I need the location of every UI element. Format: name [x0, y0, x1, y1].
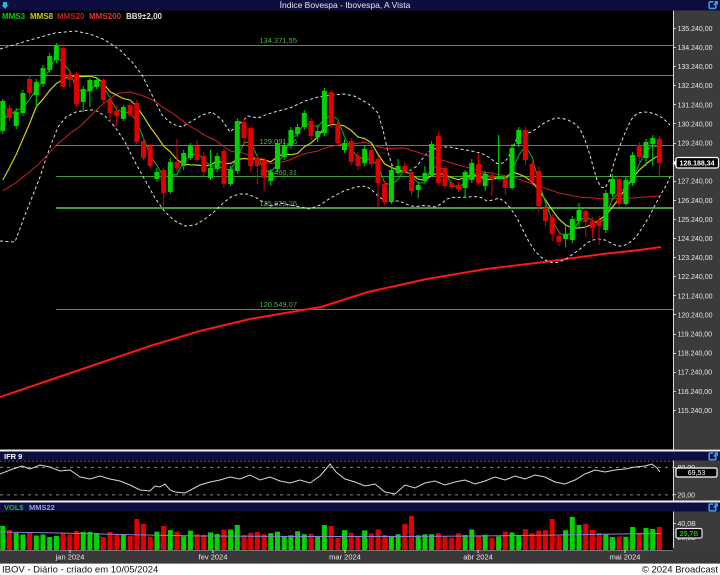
svg-text:129.091,36: 129.091,36 — [259, 137, 297, 146]
svg-text:MMS8: MMS8 — [30, 12, 54, 21]
svg-text:Índice Bovespa - Ibovespa, A V: Índice Bovespa - Ibovespa, A Vista — [280, 0, 411, 10]
svg-text:MMS200: MMS200 — [89, 12, 122, 21]
svg-text:69,53: 69,53 — [688, 470, 706, 477]
svg-text:mai 2024: mai 2024 — [610, 553, 641, 562]
svg-text:jan 2024: jan 2024 — [55, 553, 85, 562]
svg-text:126.240,00: 126.240,00 — [678, 198, 713, 205]
svg-text:128.188,34: 128.188,34 — [679, 161, 714, 168]
svg-text:abr 2024: abr 2024 — [463, 553, 493, 562]
svg-text:125.829,26: 125.829,26 — [259, 199, 297, 208]
svg-text:BB9±2,00: BB9±2,00 — [126, 12, 163, 21]
svg-text:119.240,00: 119.240,00 — [678, 332, 713, 339]
svg-text:134.371,55: 134.371,55 — [259, 36, 297, 45]
svg-text:25,7B: 25,7B — [680, 531, 699, 538]
svg-text:40,0B: 40,0B — [678, 521, 697, 528]
svg-text:132.240,00: 132.240,00 — [678, 83, 713, 90]
svg-text:© 2024 Broadcast: © 2024 Broadcast — [642, 565, 719, 575]
svg-text:fev 2024: fev 2024 — [199, 553, 228, 562]
svg-text:135.240,00: 135.240,00 — [678, 26, 713, 33]
svg-text:130.240,00: 130.240,00 — [678, 121, 713, 128]
svg-text:134.240,00: 134.240,00 — [678, 45, 713, 52]
svg-text:125.240,00: 125.240,00 — [678, 217, 713, 224]
svg-text:20,00: 20,00 — [678, 493, 696, 500]
svg-text:127.240,00: 127.240,00 — [678, 179, 713, 186]
svg-text:120.549,07: 120.549,07 — [259, 300, 297, 309]
svg-text:122.240,00: 122.240,00 — [678, 274, 713, 281]
svg-text:117.240,00: 117.240,00 — [678, 370, 713, 377]
svg-text:IBOV - Diário - criado em 10/0: IBOV - Diário - criado em 10/05/2024 — [2, 565, 158, 575]
svg-text:124.240,00: 124.240,00 — [678, 236, 713, 243]
svg-text:VOL$: VOL$ — [4, 503, 24, 512]
svg-text:129.240,00: 129.240,00 — [678, 141, 713, 148]
svg-text:MMS3: MMS3 — [2, 12, 26, 21]
svg-text:116.240,00: 116.240,00 — [678, 389, 713, 396]
svg-text:131.240,00: 131.240,00 — [678, 102, 713, 109]
svg-text:mar 2024: mar 2024 — [329, 553, 361, 562]
svg-text:133.240,00: 133.240,00 — [678, 64, 713, 71]
svg-text:MMS22: MMS22 — [29, 503, 55, 512]
svg-text:127.460,31: 127.460,31 — [259, 168, 297, 177]
svg-text:118.240,00: 118.240,00 — [678, 351, 713, 358]
svg-text:123.240,00: 123.240,00 — [678, 255, 713, 262]
svg-text:120.240,00: 120.240,00 — [678, 312, 713, 319]
svg-text:MMS20: MMS20 — [57, 12, 85, 21]
svg-text:IFR 9: IFR 9 — [4, 452, 22, 461]
svg-text:121.240,00: 121.240,00 — [678, 293, 713, 300]
svg-text:115.240,00: 115.240,00 — [678, 408, 713, 415]
